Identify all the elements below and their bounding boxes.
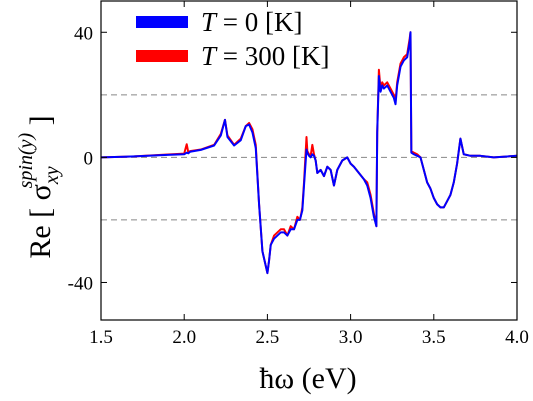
x-tick-label: 3.0 xyxy=(339,327,363,348)
reference-lines xyxy=(101,94,517,221)
y-axis-label-sup: spin(y) xyxy=(15,133,37,189)
legend-label: T = 300 [K] xyxy=(201,41,330,71)
x-tick-label: 2.0 xyxy=(172,327,196,348)
legend-label-var: T xyxy=(201,41,218,71)
y-axis-label-close: ] xyxy=(24,115,57,133)
x-axis-label: ħω (eV) xyxy=(259,362,356,395)
x-tick-label: 3.5 xyxy=(422,327,446,348)
y-tick-label: 40 xyxy=(74,23,93,44)
legend-label-rest: = 0 [K] xyxy=(216,7,302,37)
y-axis-label-base: Re [ σ xyxy=(24,184,57,259)
legend-swatch xyxy=(136,50,188,62)
y-axis-label: Re [ σxyspin(y) ] xyxy=(15,115,63,258)
legend-label: T = 0 [K] xyxy=(201,7,303,37)
legend-label-rest: = 300 [K] xyxy=(216,41,329,71)
legend-label-var: T xyxy=(201,7,218,37)
legend-swatch xyxy=(136,16,188,28)
axis-ticks: 1.5 2.0 2.5 3.0 3.5 4.0 -40 0 40 xyxy=(68,1,529,348)
series-line xyxy=(101,31,517,275)
x-tick-label: 1.5 xyxy=(89,327,113,348)
legend: T = 0 [K]T = 300 [K] xyxy=(136,7,330,71)
y-axis-label-sub: xy xyxy=(41,166,63,185)
plot-series xyxy=(101,31,517,275)
plot-frame xyxy=(100,0,518,321)
y-tick-label: -40 xyxy=(68,273,93,294)
y-tick-label: 0 xyxy=(84,148,94,169)
x-tick-label: 2.5 xyxy=(256,327,280,348)
x-tick-label: 4.0 xyxy=(505,327,529,348)
